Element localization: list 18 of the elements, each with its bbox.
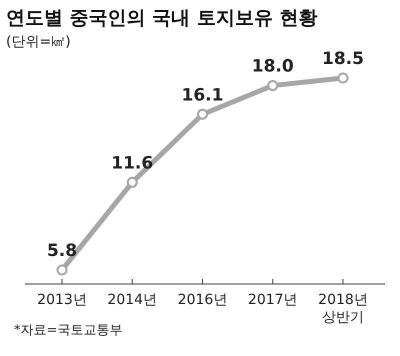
x-tick-label: 2016년 bbox=[178, 292, 228, 308]
data-label: 18.5 bbox=[322, 49, 364, 69]
data-label: 5.8 bbox=[46, 241, 78, 261]
chart-title: 연도별 중국인의 국내 토지보유 현황 bbox=[6, 7, 318, 29]
x-tick-label: 2013년 bbox=[37, 292, 87, 308]
point bbox=[267, 80, 278, 92]
point bbox=[56, 264, 68, 276]
point bbox=[338, 72, 348, 84]
data-label: 11.6 bbox=[111, 153, 154, 174]
point bbox=[197, 108, 208, 120]
point bbox=[126, 176, 138, 188]
x-tick-label: 2017년 bbox=[248, 292, 298, 308]
text: *자료=국토교통부 bbox=[14, 323, 122, 338]
x-tick-label: 2014년 bbox=[107, 292, 158, 308]
x-tick-label: 2018년 상반기 bbox=[318, 292, 368, 326]
chart-subtitle: (단위=㎢) bbox=[6, 34, 71, 50]
data-label: 18.0 bbox=[252, 56, 294, 77]
data-label: 16.1 bbox=[182, 85, 224, 106]
